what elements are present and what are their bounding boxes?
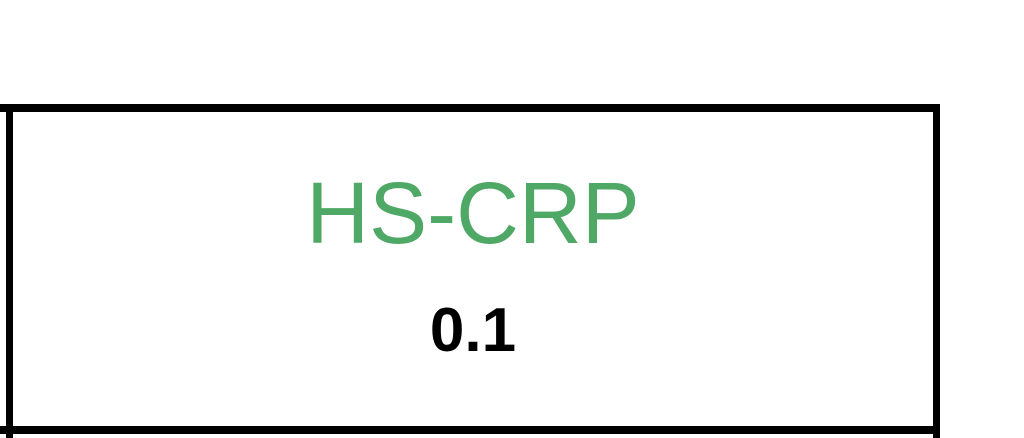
- metric-label: HS-CRP: [306, 165, 640, 262]
- metric-cell: HS-CRP 0.1: [13, 112, 933, 426]
- table-frame: [0, 104, 940, 438]
- table-row-divider: [0, 426, 940, 434]
- metric-value: 0.1: [429, 296, 517, 365]
- table-left-border: [6, 104, 13, 438]
